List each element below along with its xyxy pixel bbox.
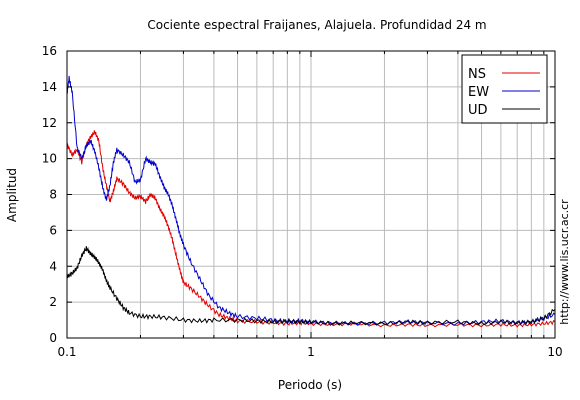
y-tick-label: 12 [42, 116, 57, 130]
grid [66, 50, 555, 339]
y-tick-label: 10 [42, 152, 57, 166]
y-tick-label: 2 [49, 295, 57, 309]
x-tick-labels: 0.1 1 10 [57, 345, 562, 359]
y-tick-label: 16 [42, 44, 57, 58]
legend-label-ud: UD [468, 103, 488, 118]
x-tick-label: 1 [307, 345, 315, 359]
chart-title: Cociente espectral Fraijanes, Alajuela. … [147, 18, 486, 32]
series-line-ew [66, 75, 556, 326]
y-axis-label: Amplitud [5, 168, 19, 222]
x-tick-label: 10 [547, 345, 562, 359]
x-axis-label: Periodo (s) [278, 378, 342, 392]
legend: NS EW UD [461, 54, 548, 124]
y-tick-label: 0 [49, 331, 57, 345]
legend-box [461, 54, 548, 124]
legend-label-ns: NS [468, 67, 486, 82]
y-tick-label: 8 [49, 188, 57, 202]
ticks [66, 50, 555, 339]
series-line-ns [66, 130, 556, 328]
y-tick-label: 14 [42, 80, 57, 94]
y-tick-label: 4 [49, 259, 57, 273]
y-tick-labels: 0 2 4 6 8 10 12 14 16 [42, 44, 57, 345]
legend-label-ew: EW [468, 85, 489, 100]
series-layer [66, 75, 556, 328]
credit-url: http://www.lis.ucr.ac.cr [558, 199, 571, 325]
y-tick-label: 6 [49, 223, 57, 237]
x-tick-label: 0.1 [57, 345, 76, 359]
series-line-ud [66, 246, 556, 326]
